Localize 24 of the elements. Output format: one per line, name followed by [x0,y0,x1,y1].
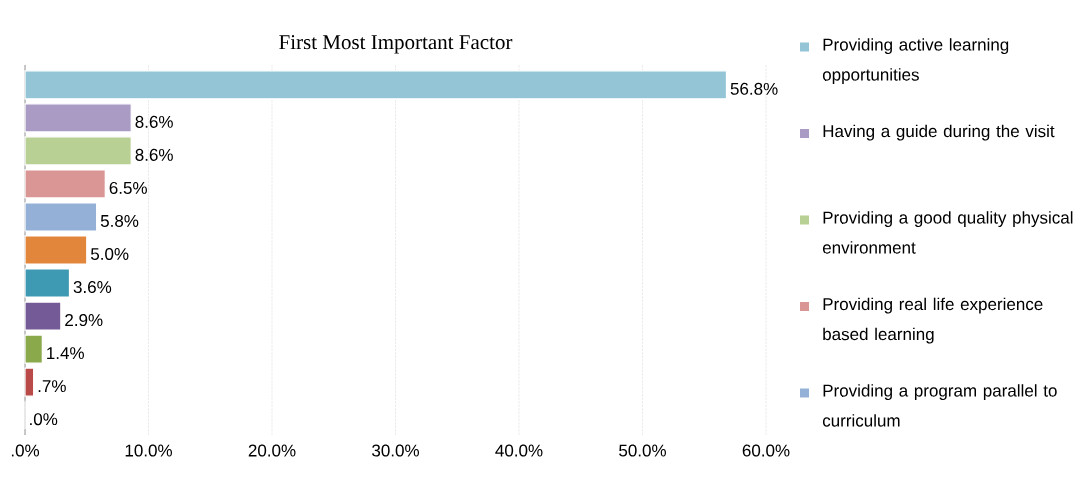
x-tick-label: 40.0% [495,444,543,457]
data-label: 56.8% [730,82,778,95]
data-label: .0% [30,413,58,426]
data-label: 3.6% [73,281,112,294]
legend-label: Having a guide during the visit [823,124,1055,141]
data-label: 5.8% [100,214,139,227]
data-label: 5.0% [90,247,129,261]
x-tick-label: .0% [11,444,40,457]
legend-label: Providing real life experience based learning [823,297,1043,344]
legend-label: Providing a good quality physical environment [822,211,1073,254]
data-label: .7% [38,380,66,393]
x-tick-label: 30.0% [372,444,419,457]
chart-title: First Most Important Factor [279,35,513,54]
data-label: 8.6% [135,148,173,161]
data-label: 6.5% [109,181,147,194]
data-label: 2.9% [65,314,103,327]
x-tick-label: 10.0% [125,444,172,457]
x-tick-label: 60.0% [742,444,790,457]
data-label: 8.6% [135,115,173,128]
legend-label: Providing active learning opportunities [822,38,1009,85]
x-tick-label: 20.0% [248,444,296,457]
data-label: 1.4% [47,347,84,360]
x-tick-label: 50.0% [619,444,666,457]
legend-label: Providing a program parallel to curriculum [822,384,1057,427]
